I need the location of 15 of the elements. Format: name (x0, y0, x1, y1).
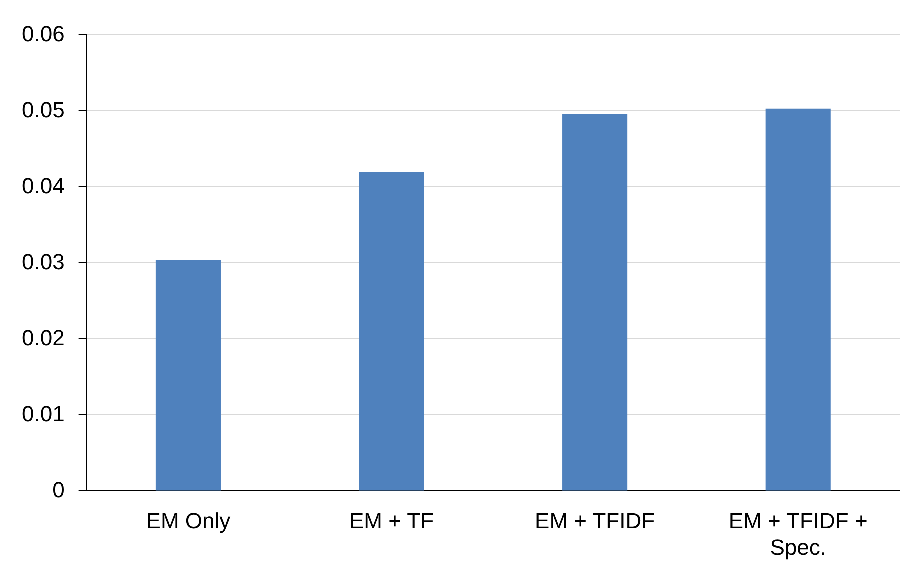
y-tick-label: 0.04 (22, 173, 65, 198)
y-tick-label: 0.06 (22, 21, 65, 46)
bar (359, 172, 424, 491)
y-tick-label: 0 (52, 477, 65, 502)
x-tick-label: EM + TF (349, 508, 434, 534)
bar (156, 260, 221, 491)
y-tick-label: 0.05 (22, 97, 65, 122)
x-tick-label: EM + TFIDF (535, 508, 656, 534)
bar (766, 108, 831, 491)
bar (562, 114, 628, 491)
y-tick-label: 0.03 (22, 249, 65, 274)
x-tick-label: EM + TFIDF + Spec. (728, 508, 868, 560)
y-tick-label: 0.02 (22, 325, 65, 350)
y-tick-label: 0.01 (22, 401, 65, 426)
x-tick-label: EM Only (146, 508, 231, 534)
